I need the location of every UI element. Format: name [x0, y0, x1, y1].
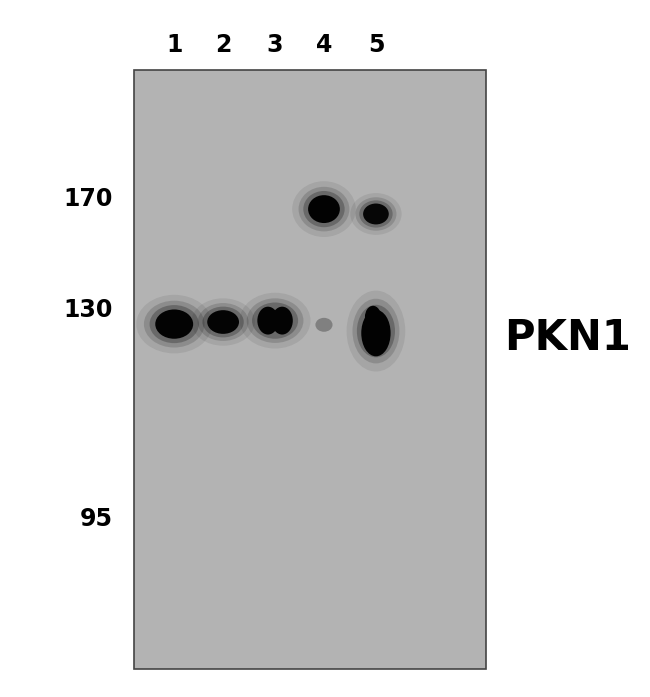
Ellipse shape — [144, 300, 205, 348]
Ellipse shape — [191, 298, 255, 346]
Ellipse shape — [150, 305, 199, 343]
Text: PKN1: PKN1 — [504, 317, 631, 359]
Text: 3: 3 — [267, 33, 283, 57]
Ellipse shape — [207, 310, 239, 334]
Ellipse shape — [350, 193, 402, 235]
Ellipse shape — [272, 307, 292, 335]
Ellipse shape — [240, 293, 311, 348]
Ellipse shape — [365, 306, 381, 328]
Ellipse shape — [202, 307, 244, 337]
Bar — [135, 70, 486, 669]
Ellipse shape — [346, 291, 406, 372]
Ellipse shape — [356, 197, 396, 231]
Text: 130: 130 — [64, 298, 113, 322]
Ellipse shape — [357, 305, 395, 358]
Text: 170: 170 — [64, 187, 113, 210]
Ellipse shape — [304, 191, 344, 227]
Ellipse shape — [315, 318, 333, 332]
Ellipse shape — [155, 309, 193, 339]
Text: 5: 5 — [368, 33, 384, 57]
Ellipse shape — [136, 295, 212, 353]
Ellipse shape — [308, 195, 340, 223]
Ellipse shape — [247, 298, 304, 343]
Text: 1: 1 — [166, 33, 183, 57]
Ellipse shape — [359, 201, 393, 228]
Ellipse shape — [363, 204, 389, 224]
Ellipse shape — [292, 181, 356, 237]
Text: 4: 4 — [316, 33, 332, 57]
Text: 2: 2 — [215, 33, 231, 57]
Ellipse shape — [252, 302, 298, 339]
Text: 95: 95 — [80, 507, 113, 531]
Ellipse shape — [298, 187, 350, 231]
Ellipse shape — [257, 307, 279, 335]
Ellipse shape — [198, 303, 248, 341]
Ellipse shape — [361, 310, 391, 356]
Ellipse shape — [352, 299, 399, 363]
